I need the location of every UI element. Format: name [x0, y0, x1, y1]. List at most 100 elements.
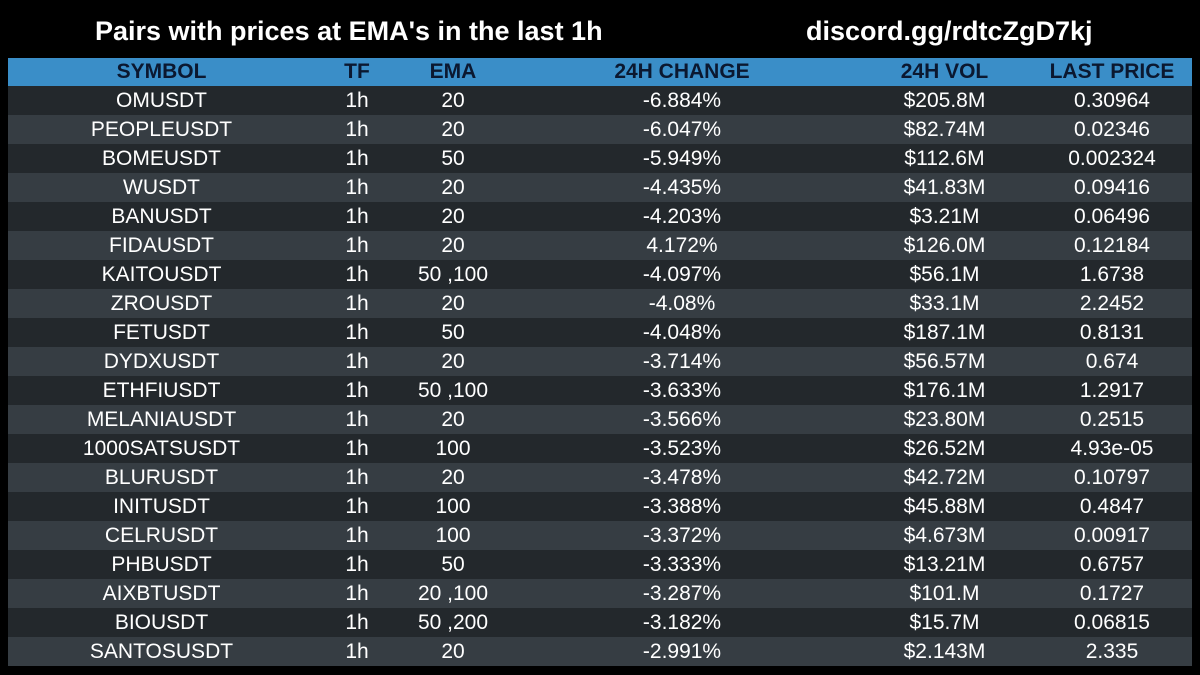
change-cell: -3.523% — [642, 437, 722, 460]
symbol-cell: PHBUSDT — [111, 553, 212, 576]
price-cell: 0.09416 — [1074, 176, 1150, 199]
table-row: FIDAUSDT 1h 20 4.172% $126.0M 0.12184 — [8, 231, 1192, 260]
tf-cell: 1h — [345, 379, 369, 402]
volume-cell: $15.7M — [909, 611, 980, 634]
symbol-cell: BIOUSDT — [114, 611, 209, 634]
ema-cell: 20 — [441, 408, 465, 431]
symbol-cell: 1000SATSUSDT — [82, 437, 241, 460]
symbol-cell: BOMEUSDT — [101, 147, 221, 170]
table-row: FETUSDT 1h 50 -4.048% $187.1M 0.8131 — [8, 318, 1192, 347]
price-cell: 2.2452 — [1079, 292, 1145, 315]
volume-cell: $187.1M — [903, 321, 986, 344]
volume-cell: $205.8M — [903, 89, 986, 112]
volume-cell: $112.6M — [904, 147, 985, 170]
ema-cell: 20 — [441, 466, 465, 489]
symbol-cell: KAITOUSDT — [101, 263, 222, 286]
price-cell: 0.12184 — [1074, 234, 1150, 257]
symbol-cell: BANUSDT — [111, 205, 212, 228]
page-title: Pairs with prices at EMA's in the last 1… — [95, 16, 603, 46]
column-header-tf: TF — [344, 60, 370, 83]
tf-cell: 1h — [345, 118, 369, 141]
ema-cell: 20 — [441, 89, 465, 112]
volume-cell: $23.80M — [903, 408, 986, 431]
tf-cell: 1h — [345, 582, 369, 605]
discord-link[interactable]: discord.gg/rdtcZgD7kj — [806, 16, 1093, 46]
column-header-ema: EMA — [429, 60, 477, 83]
price-cell: 2.335 — [1085, 640, 1139, 663]
change-cell: -4.435% — [642, 176, 722, 199]
volume-cell: $126.0M — [903, 234, 986, 257]
tf-cell: 1h — [345, 147, 369, 170]
volume-cell: $101.M — [909, 582, 980, 605]
ema-cell: 20 — [441, 234, 465, 257]
volume-cell: $13.21M — [903, 553, 986, 576]
tf-cell: 1h — [345, 611, 369, 634]
symbol-cell: OMUSDT — [116, 89, 207, 112]
symbol-cell: ETHFIUSDT — [102, 379, 221, 402]
table-row: BLURUSDT 1h 20 -3.478% $42.72M 0.10797 — [8, 463, 1192, 492]
tf-cell: 1h — [345, 553, 369, 576]
table-row: CELRUSDT 1h 100 -3.372% $4.673M 0.00917 — [8, 521, 1192, 550]
table-row: BIOUSDT 1h 50 ,200 -3.182% $15.7M 0.06815 — [8, 608, 1192, 637]
symbol-cell: WUSDT — [123, 176, 200, 199]
price-cell: 0.4847 — [1079, 495, 1145, 518]
symbol-cell: AIXBTUSDT — [102, 582, 221, 605]
price-cell: 0.02346 — [1074, 118, 1150, 141]
ema-cell: 20 — [441, 640, 465, 663]
volume-cell: $4.673M — [903, 524, 986, 547]
change-cell: -3.287% — [642, 582, 722, 605]
price-cell: 0.2515 — [1079, 408, 1145, 431]
ema-cell: 50 — [441, 553, 465, 576]
table-row: OMUSDT 1h 20 -6.884% $205.8M 0.30964 — [8, 86, 1192, 115]
price-cell: 0.002324 — [1068, 147, 1156, 170]
ema-cell: 20 ,100 — [417, 582, 489, 605]
change-cell: -6.884% — [642, 89, 722, 112]
symbol-cell: FIDAUSDT — [109, 234, 214, 257]
volume-cell: $45.88M — [903, 495, 986, 518]
ema-cell: 20 — [441, 118, 465, 141]
price-cell: 1.2917 — [1079, 379, 1145, 402]
price-cell: 0.8131 — [1079, 321, 1145, 344]
column-header-symbol: SYMBOL — [116, 60, 207, 83]
table-row: KAITOUSDT 1h 50 ,100 -4.097% $56.1M 1.6738 — [8, 260, 1192, 289]
price-cell: 0.06815 — [1074, 611, 1150, 634]
price-cell: 0.6757 — [1079, 553, 1145, 576]
ema-pairs-table: SYMBOL TF EMA 24H CHANGE 24H VOL LAST PR… — [8, 58, 1192, 666]
price-cell: 0.00917 — [1074, 524, 1150, 547]
tf-cell: 1h — [345, 495, 369, 518]
tf-cell: 1h — [345, 408, 369, 431]
ema-table-container: SYMBOL TF EMA 24H CHANGE 24H VOL LAST PR… — [8, 58, 1192, 666]
tf-cell: 1h — [345, 524, 369, 547]
column-header-last-price: LAST PRICE — [1049, 60, 1175, 83]
change-cell: -4.048% — [642, 321, 722, 344]
ema-cell: 20 — [441, 205, 465, 228]
price-cell: 0.10797 — [1074, 466, 1150, 489]
ema-cell: 50 ,100 — [417, 379, 489, 402]
tf-cell: 1h — [345, 89, 369, 112]
page-header: Pairs with prices at EMA's in the last 1… — [0, 0, 1200, 58]
price-cell: 1.6738 — [1079, 263, 1145, 286]
column-header-24h-change: 24H CHANGE — [614, 60, 750, 83]
table-row: WUSDT 1h 20 -4.435% $41.83M 0.09416 — [8, 173, 1192, 202]
ema-cell: 100 — [435, 437, 471, 460]
tf-cell: 1h — [345, 176, 369, 199]
table-row: BOMEUSDT 1h 50 -5.949% $112.6M 0.002324 — [8, 144, 1192, 173]
symbol-cell: SANTOSUSDT — [89, 640, 234, 663]
ema-cell: 50 — [441, 147, 465, 170]
tf-cell: 1h — [345, 321, 369, 344]
change-cell: -3.478% — [642, 466, 722, 489]
ema-cell: 50 ,100 — [417, 263, 489, 286]
change-cell: -3.333% — [642, 553, 722, 576]
table-row: DYDXUSDT 1h 20 -3.714% $56.57M 0.674 — [8, 347, 1192, 376]
change-cell: -4.08% — [648, 292, 716, 315]
change-cell: -3.388% — [642, 495, 722, 518]
volume-cell: $56.57M — [903, 350, 986, 373]
symbol-cell: ZROUSDT — [110, 292, 213, 315]
volume-cell: $42.72M — [903, 466, 986, 489]
tf-cell: 1h — [345, 350, 369, 373]
change-cell: -4.097% — [642, 263, 722, 286]
tf-cell: 1h — [345, 437, 369, 460]
tf-cell: 1h — [345, 234, 369, 257]
table-row: SANTOSUSDT 1h 20 -2.991% $2.143M 2.335 — [8, 637, 1192, 666]
price-cell: 0.1727 — [1079, 582, 1145, 605]
